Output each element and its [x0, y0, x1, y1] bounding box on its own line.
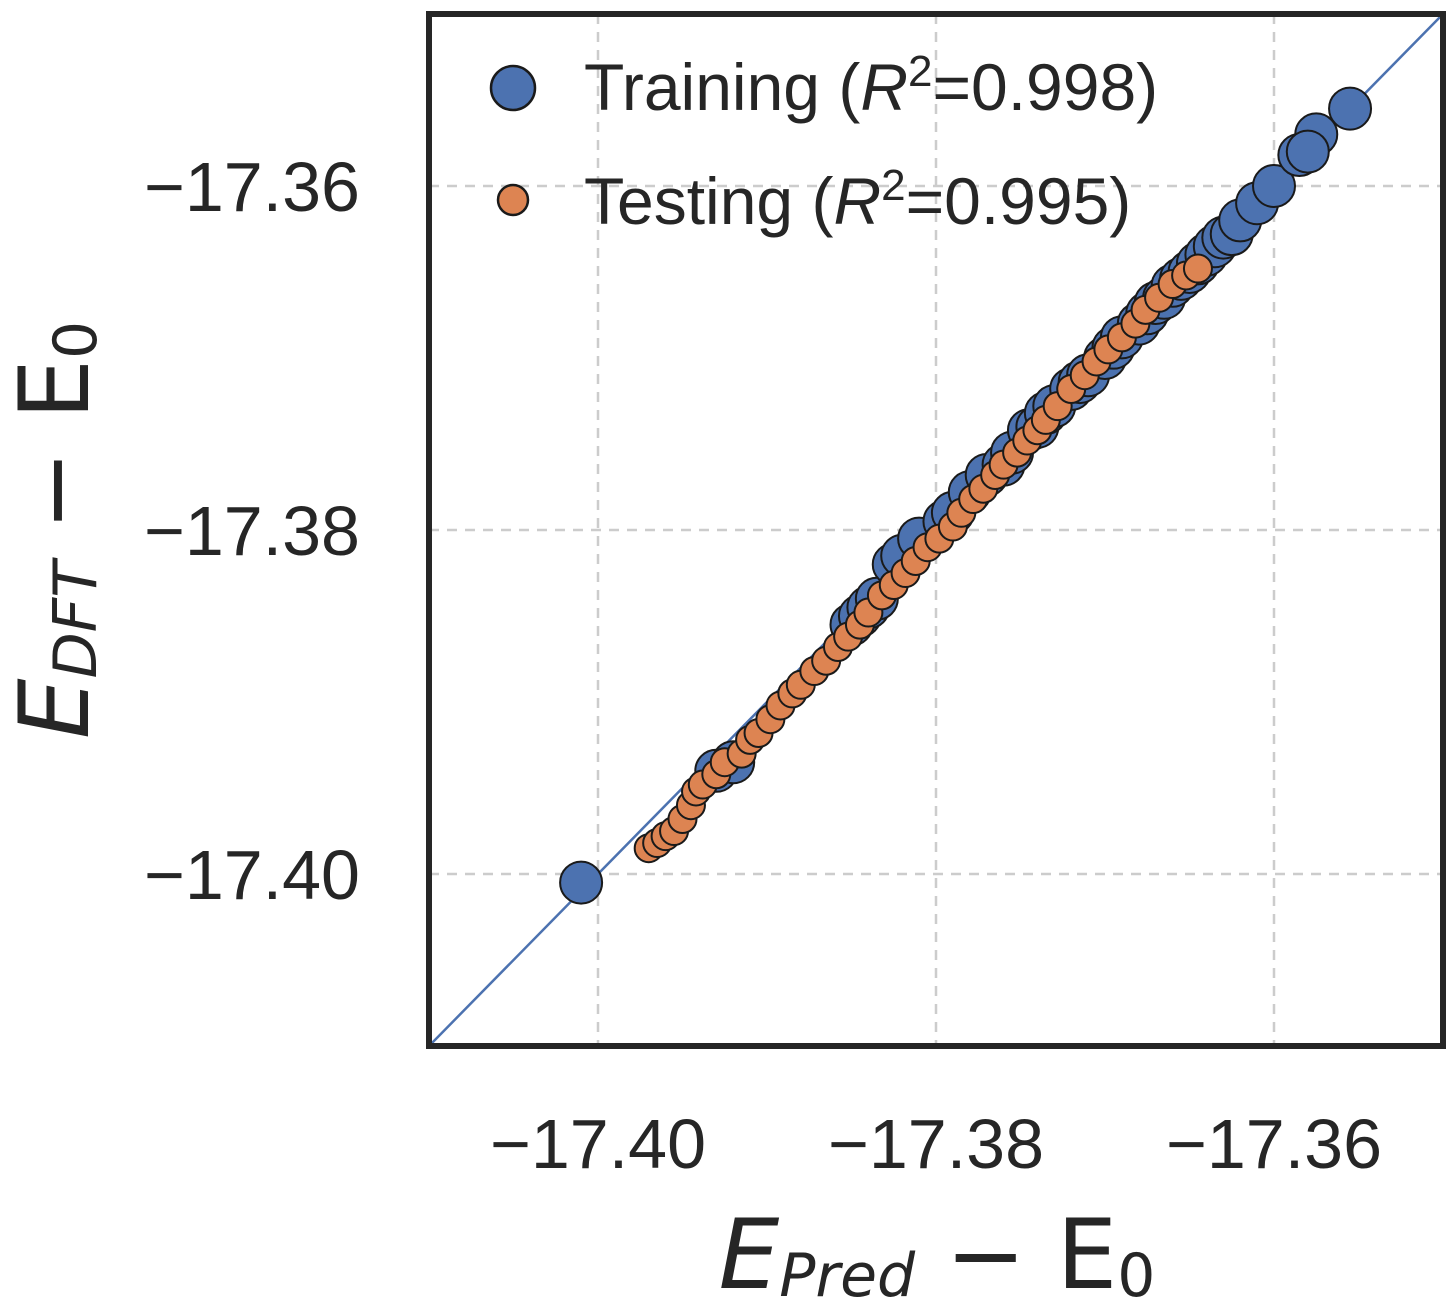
- training-point: [1328, 86, 1373, 131]
- x-tick-labels: −17.40 −17.38 −17.36: [490, 1105, 1382, 1183]
- plot-frame: [426, 11, 1446, 1049]
- training-point: [1285, 129, 1330, 174]
- legend-label-testing: Testing (R2=0.995): [584, 161, 1131, 239]
- testing-point: [1182, 253, 1213, 284]
- y-tick-label: −17.40: [144, 836, 360, 914]
- legend-label-training: Training (R2=0.998): [584, 47, 1158, 125]
- legend-marker-testing: [496, 183, 530, 217]
- training-point: [1252, 164, 1296, 208]
- x-tick-label: −17.40: [490, 1105, 706, 1183]
- y-axis-label: EDFT − E0: [0, 321, 111, 739]
- x-tick-label: −17.38: [828, 1105, 1044, 1183]
- x-axis-label: EPred − E0: [719, 1199, 1156, 1303]
- legend-marker-training: [489, 64, 537, 112]
- y-tick-label: −17.36: [144, 148, 360, 226]
- x-tick-label: −17.36: [1166, 1105, 1382, 1183]
- testing-points: [633, 253, 1213, 864]
- y-tick-labels: −17.40 −17.38 −17.36: [144, 148, 360, 914]
- y-tick-label: −17.38: [144, 492, 360, 570]
- training-point: [559, 860, 604, 905]
- legend: Training (R2=0.998) Testing (R2=0.995): [489, 47, 1158, 239]
